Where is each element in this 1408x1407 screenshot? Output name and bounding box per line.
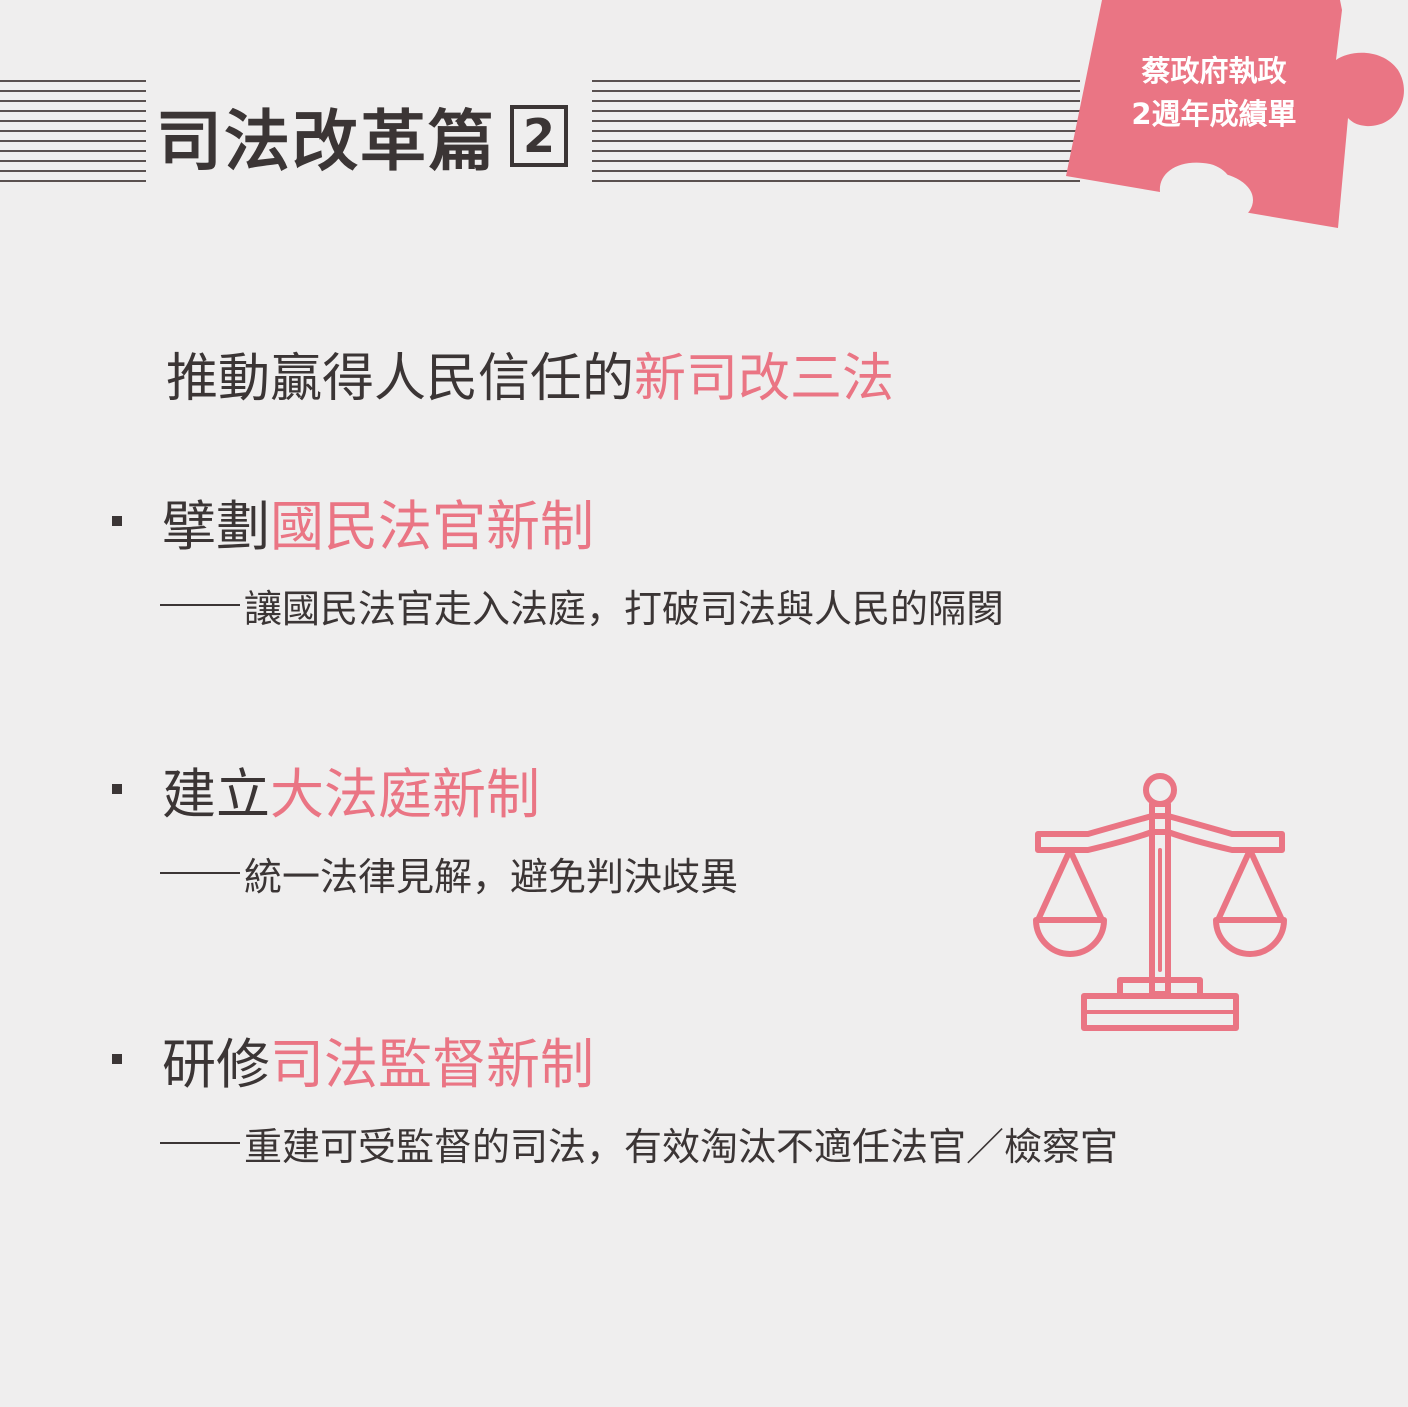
item-highlight: 大法庭新制 (270, 762, 540, 826)
bullet-icon (112, 784, 122, 794)
item-description: 重建可受監督的司法，有效淘汰不適任法官／檢察官 (244, 1124, 1119, 1169)
dash-line (160, 604, 240, 606)
badge-text: 蔡政府執政 2週年成績單 (1100, 50, 1328, 136)
intro-highlight: 新司改三法 (634, 349, 895, 409)
list-item: 擘劃國民法官新制 (112, 488, 594, 558)
item-verb: 研修 (162, 1032, 270, 1096)
item-description-row: 重建可受監督的司法，有效淘汰不適任法官／檢察官 (160, 1118, 1119, 1169)
item-highlight: 國民法官新制 (270, 494, 594, 558)
item-verb: 建立 (162, 762, 270, 826)
badge-line-2: 2週年成績單 (1131, 97, 1297, 131)
scales-of-justice-icon (1033, 773, 1287, 1031)
chapter-number-box: 2 (510, 105, 568, 167)
badge-line-1: 蔡政府執政 (1141, 54, 1287, 88)
page-title: 司法改革篇 2 (156, 96, 578, 180)
item-heading: 研修司法監督新制 (162, 1020, 594, 1099)
item-description: 讓國民法官走入法庭，打破司法與人民的隔閡 (244, 586, 1005, 631)
dash-line (160, 872, 240, 874)
item-description-row: 統一法律見解，避免判決歧異 (160, 848, 739, 899)
dash-line (160, 1142, 240, 1144)
page-title-text: 司法改革篇 (156, 103, 496, 180)
header-stripes-right (592, 80, 1080, 186)
item-description: 統一法律見解，避免判決歧異 (244, 854, 739, 899)
item-heading: 建立大法庭新制 (162, 750, 540, 829)
item-heading: 擘劃國民法官新制 (162, 482, 594, 561)
bullet-icon (112, 516, 122, 526)
intro-prefix: 推動贏得人民信任的 (166, 349, 635, 409)
list-item: 建立大法庭新制 (112, 756, 540, 826)
puzzle-piece-icon (1066, 0, 1404, 228)
item-highlight: 司法監督新制 (270, 1032, 594, 1096)
bullet-icon (112, 1054, 122, 1064)
intro-heading: 推動贏得人民信任的新司改三法 (166, 336, 894, 411)
item-description-row: 讓國民法官走入法庭，打破司法與人民的隔閡 (160, 580, 1005, 631)
list-item: 研修司法監督新制 (112, 1026, 594, 1096)
item-verb: 擘劃 (162, 494, 270, 558)
header-stripes-left (0, 80, 146, 186)
